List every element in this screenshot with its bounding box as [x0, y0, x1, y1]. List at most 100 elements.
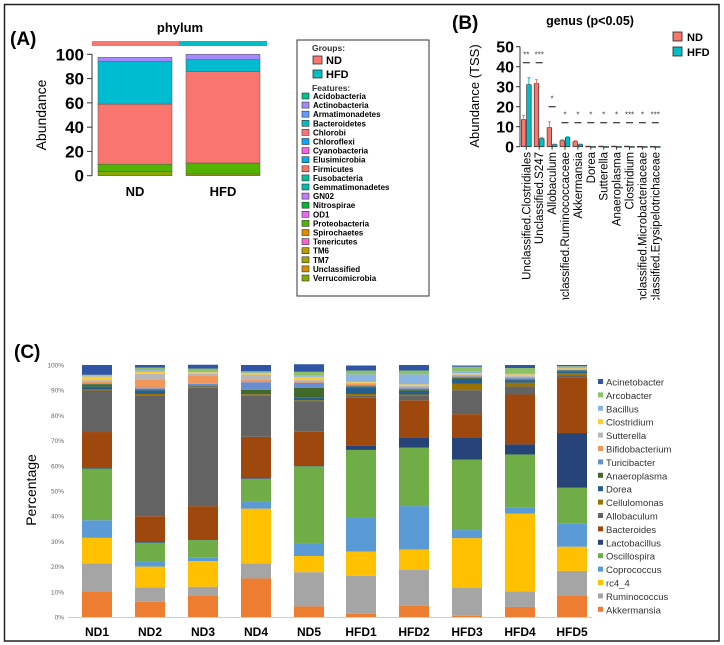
bar-segment-clostridium	[557, 368, 587, 369]
bar-segment-ruminococcus	[346, 575, 376, 614]
bar-hfd	[577, 144, 584, 147]
bar-segment-dorea	[294, 397, 324, 401]
bar-segment-rc4-4	[188, 561, 218, 587]
bar-segment-anaeroplasma	[294, 387, 324, 398]
x-tick-label: Allobaculum	[547, 152, 559, 215]
legend-swatch	[301, 138, 310, 145]
x-tick-label: Dorea	[586, 151, 598, 183]
legend-swatch	[598, 459, 603, 465]
y-tick-label: 60%	[51, 463, 64, 470]
legend-swatch	[598, 432, 603, 438]
y-tick-label: 50	[496, 40, 514, 57]
legend-feature-label: Bacteroidetes	[313, 119, 366, 128]
bar-segment-turicibacter	[188, 383, 218, 386]
legend-swatch-hfd	[672, 46, 683, 57]
y-tick-label: 90%	[51, 388, 64, 395]
bar-segment-turicibacter	[135, 388, 165, 390]
bar-segment-coprococcus	[452, 530, 482, 539]
bar-segment-cellulomonas	[82, 389, 112, 391]
y-tick-label: 80	[65, 70, 84, 89]
legend-feature-label: Chlorobi	[313, 128, 346, 137]
bar-segment-lactobacillus	[294, 465, 324, 467]
bar-segment-bifidobacterium	[135, 379, 165, 389]
bar-segment-akkermansia	[505, 606, 535, 617]
bar-segment-akkermansia	[294, 606, 324, 617]
bar-segment-arcobacter	[82, 374, 112, 376]
bar-segment-acinetobacter	[557, 365, 587, 367]
y-tick-label: 30%	[51, 539, 64, 546]
legend-swatch	[301, 274, 310, 282]
y-tick-label: 40%	[51, 514, 64, 521]
bar-nd	[572, 141, 578, 147]
bar-nd	[585, 145, 591, 148]
bar-segment-arcobacter	[241, 371, 271, 373]
bar-segment-arcobacter	[294, 371, 324, 376]
bar-segment-dorea	[188, 385, 218, 387]
legend-swatch	[301, 247, 310, 254]
legend-swatch	[598, 539, 603, 545]
bar-segment-allobaculum	[452, 390, 482, 415]
bar-segment-acinetobacter	[188, 364, 218, 369]
legend-label: Akkermansia	[606, 605, 662, 616]
legend-swatch-nd	[672, 31, 683, 42]
bar-segment-acinetobacter	[241, 365, 271, 372]
bar-segment-oscillospira	[135, 542, 165, 562]
bar-segment-sutterella	[188, 373, 218, 376]
legend-swatch	[598, 606, 603, 612]
bar-segment-bacillus	[294, 375, 324, 377]
legend-swatch	[301, 183, 310, 191]
y-axis-label: Abundance (TSS)	[467, 44, 482, 147]
bar-segment-sutterella	[241, 374, 271, 380]
y-tick-label: 100	[56, 45, 84, 64]
bar-segment-ruminococcus	[82, 563, 112, 592]
bar-segment-bifidobacterium	[241, 379, 271, 383]
bar-segment-arcobacter	[557, 366, 587, 367]
significance-marker: ***	[535, 51, 544, 60]
group-strip-hfd	[179, 41, 267, 46]
bar-segment-lactobacillus	[135, 541, 165, 543]
legend-swatch	[598, 526, 603, 532]
legend-box	[296, 39, 430, 297]
legend-swatch	[301, 101, 310, 109]
bar-segment-bacteroides	[557, 377, 587, 434]
bar-segment-ruminococcus	[135, 587, 165, 602]
bar-segment-dorea	[452, 378, 482, 384]
significance-marker: *	[563, 111, 566, 120]
bar-segment-oscillospira	[294, 466, 324, 544]
bar-segment-cellulomonas	[135, 393, 165, 396]
x-tick-label: ND2	[138, 625, 162, 639]
legend-swatch	[301, 147, 310, 154]
bar-segment-sutterella	[294, 380, 324, 382]
y-tick-label: 10	[496, 120, 514, 137]
bar-segment-allobaculum	[241, 395, 271, 437]
bar-segment-oscillospira	[399, 447, 429, 507]
bar-segment-turicibacter	[452, 376, 482, 378]
bar-segment-anaeroplasma	[188, 385, 218, 386]
bar-segment-cellulomonas	[294, 400, 324, 402]
legend-swatch	[301, 156, 310, 163]
x-tick-label: Anaeroplasma	[612, 151, 624, 226]
y-tick-label: 80%	[51, 413, 64, 420]
bar-segment-lactobacillus	[241, 478, 271, 479]
bar-segment-bifidobacterium	[557, 369, 587, 370]
legend-label: Dorea	[606, 485, 633, 496]
bar-segment-bacteroides	[188, 506, 218, 540]
legend-feature-label: GN02	[313, 192, 334, 201]
legend-label: Clostridium	[606, 418, 654, 429]
legend-label: HFD	[687, 47, 710, 59]
legend-feature-label: Acidobacteria	[313, 92, 366, 101]
x-tick-label: ND3	[191, 625, 215, 639]
legend-feature-label: Proteobacteria	[313, 219, 370, 228]
bar-nd	[611, 145, 617, 148]
legend-label: Oscillospira	[606, 552, 656, 563]
bar-segment-rc4-4	[399, 549, 429, 570]
legend-label: Sutterella	[606, 431, 647, 442]
legend-swatch	[301, 229, 310, 236]
bar-segment-allobaculum	[188, 387, 218, 507]
bar-segment-anaeroplasma	[241, 389, 271, 394]
bar-segment-oscillospira	[346, 449, 376, 518]
bar-nd	[598, 145, 604, 148]
bar-segment-rc4-4	[82, 537, 112, 564]
y-tick-label: 40	[65, 118, 84, 137]
bar-segment-acinetobacter	[135, 365, 165, 368]
